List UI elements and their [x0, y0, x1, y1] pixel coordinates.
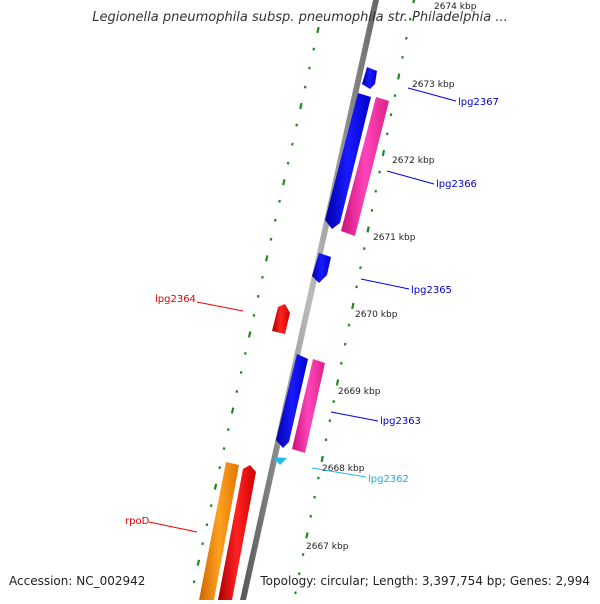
- scale-tick-label: 2671 kbp: [373, 233, 416, 243]
- reverse-track-tick: [296, 124, 297, 126]
- reverse-track-tick: [232, 408, 233, 414]
- accession-label: Accession: NC_002942: [9, 574, 145, 588]
- reverse-track-tick: [245, 352, 246, 354]
- scale-tick-label: 2668 kbp: [322, 464, 365, 474]
- gene-label-lpg2367[interactable]: lpg2367: [458, 97, 499, 108]
- gene-lpg2365-arrow[interactable]: [312, 253, 331, 283]
- forward-track-tick: [413, 0, 414, 3]
- gene-lpg2367-arrow[interactable]: [362, 67, 377, 89]
- reverse-track-tick: [237, 390, 238, 392]
- reverse-track-tick: [288, 162, 289, 164]
- gene-callout-line: [387, 171, 434, 184]
- gene-label-rpoD[interactable]: rpoD: [125, 516, 150, 527]
- scale-tick-label: 2673 kbp: [412, 80, 455, 90]
- reverse-track-tick: [211, 504, 212, 506]
- gene-label-lpg2363[interactable]: lpg2363: [380, 416, 421, 427]
- reverse-track-tick: [194, 581, 195, 583]
- genome-backbone: [240, 0, 379, 600]
- forward-track-tick: [337, 379, 338, 385]
- scale-tick-label: 2670 kbp: [355, 310, 398, 320]
- reverse-track-tick: [266, 255, 267, 261]
- reverse-track-tick: [228, 428, 229, 430]
- reverse-track-tick: [219, 466, 220, 468]
- gene-callout-line: [197, 302, 243, 311]
- reverse-track-tick: [313, 48, 314, 50]
- scale-tick-label: 2669 kbp: [338, 387, 381, 397]
- gene-label-lpg2362[interactable]: lpg2362: [368, 474, 409, 485]
- reverse-track-tick: [275, 219, 276, 221]
- reverse-track-tick: [254, 314, 255, 316]
- reverse-track-tick: [283, 179, 284, 185]
- reverse-track-tick: [262, 276, 263, 278]
- reverse-track-tick: [215, 484, 216, 490]
- gene-callout-line: [361, 279, 409, 289]
- reverse-track-tick: [309, 67, 310, 69]
- reverse-track-tick: [300, 103, 301, 109]
- scale-tick-label: 2672 kbp: [392, 156, 435, 166]
- forward-track-tick: [352, 303, 353, 309]
- reverse-track-tick: [317, 27, 318, 33]
- forward-track-tick: [306, 532, 307, 538]
- reverse-track-tick: [292, 143, 293, 145]
- forward-track-tick: [368, 227, 369, 233]
- forward-track-tick: [398, 74, 399, 80]
- gene-lpg2364-arrow[interactable]: [272, 304, 290, 334]
- forward-track-tick: [322, 456, 323, 462]
- reverse-track-tick: [249, 331, 250, 337]
- scale-tick-label: 2667 kbp: [306, 542, 349, 552]
- reverse-track-tick: [202, 542, 203, 544]
- reverse-track-tick: [271, 238, 272, 240]
- gene-callout-line: [149, 522, 197, 532]
- forward-track-tick: [383, 150, 384, 156]
- reverse-track-tick: [305, 86, 306, 88]
- reverse-track-tick: [241, 371, 242, 373]
- reverse-track-tick: [279, 200, 280, 202]
- genome-title: Legionella pneumophila subsp. pneumophil…: [0, 10, 600, 25]
- reverse-track-tick: [224, 447, 225, 449]
- reverse-track-tick: [258, 295, 259, 297]
- reverse-track-tick: [198, 560, 199, 566]
- gene-callout-line: [331, 412, 378, 421]
- gene-label-lpg2365[interactable]: lpg2365: [411, 285, 452, 296]
- genome-stats-label: Topology: circular; Length: 3,397,754 bp…: [260, 574, 590, 588]
- gene-label-lpg2364[interactable]: lpg2364: [155, 294, 196, 305]
- reverse-track-tick: [207, 523, 208, 525]
- gene-label-lpg2366[interactable]: lpg2366: [436, 179, 477, 190]
